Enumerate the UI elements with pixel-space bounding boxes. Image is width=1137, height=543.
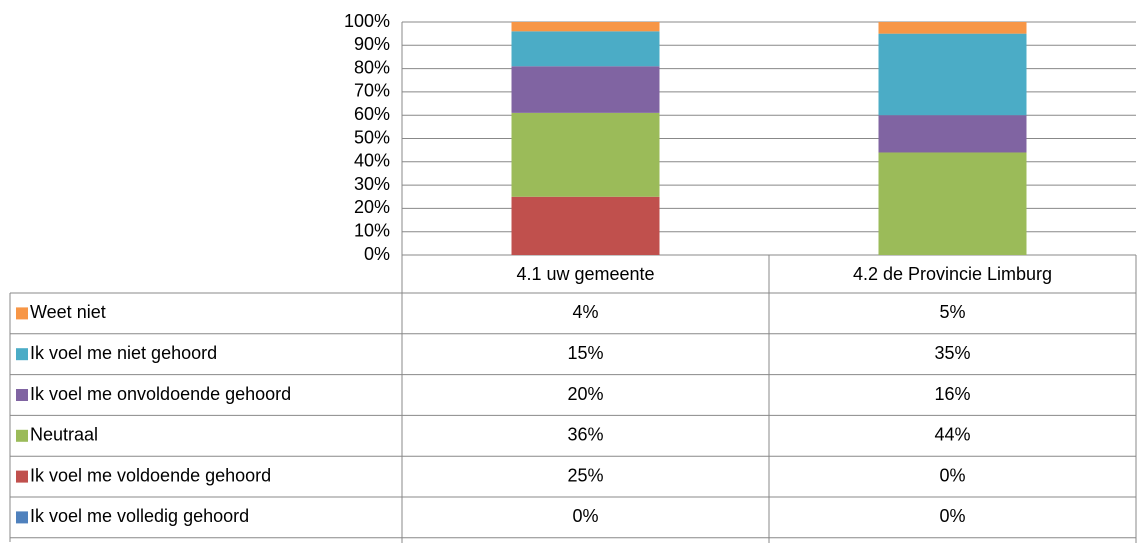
legend-label: Weet niet (30, 302, 106, 322)
data-label: 16% (934, 384, 970, 404)
legend-label: Ik voel me voldoende gehoord (30, 465, 271, 485)
bar-segment (878, 33, 1027, 116)
data-label: 35% (934, 343, 970, 363)
data-label: 15% (567, 343, 603, 363)
y-tick-label: 0% (364, 244, 390, 264)
legend-label: Ik voel me onvoldoende gehoord (30, 384, 291, 404)
bar-segment (511, 66, 660, 113)
legend-label: Ik voel me niet gehoord (30, 343, 217, 363)
data-label: 0% (939, 465, 965, 485)
y-tick-label: 90% (354, 34, 390, 54)
legend-swatch (16, 348, 28, 361)
data-label: 36% (567, 425, 603, 445)
bar-segment (511, 22, 660, 32)
data-label: 0% (572, 506, 598, 526)
legend-swatch (16, 470, 28, 483)
data-label: 44% (934, 425, 970, 445)
legend-swatch (16, 429, 28, 442)
y-tick-label: 20% (354, 197, 390, 217)
data-label: 20% (567, 384, 603, 404)
x-tick-label: 4.2 de Provincie Limburg (853, 264, 1052, 284)
legend-label: Ik voel me volledig gehoord (30, 506, 249, 526)
legend-label: Neutraal (30, 425, 98, 445)
y-tick-label: 10% (354, 220, 390, 240)
data-label: 25% (567, 465, 603, 485)
y-tick-label: 100% (344, 11, 390, 31)
data-label: 5% (939, 302, 965, 322)
bar-segment (511, 31, 660, 67)
legend-swatch (16, 307, 28, 320)
y-tick-label: 30% (354, 174, 390, 194)
data-label: 4% (572, 302, 598, 322)
bar-segment (878, 152, 1027, 255)
y-tick-label: 40% (354, 151, 390, 171)
y-tick-label: 70% (354, 81, 390, 101)
x-tick-label: 4.1 uw gemeente (516, 264, 654, 284)
y-tick-label: 50% (354, 127, 390, 147)
legend-swatch (16, 389, 28, 401)
bar-segment (511, 112, 660, 197)
legend-swatch (16, 511, 28, 524)
bar-segment (878, 22, 1027, 34)
bar-segment (511, 196, 660, 255)
data-label: 0% (939, 506, 965, 526)
bar-segment (878, 115, 1027, 153)
y-tick-label: 80% (354, 57, 390, 77)
y-tick-label: 60% (354, 104, 390, 124)
